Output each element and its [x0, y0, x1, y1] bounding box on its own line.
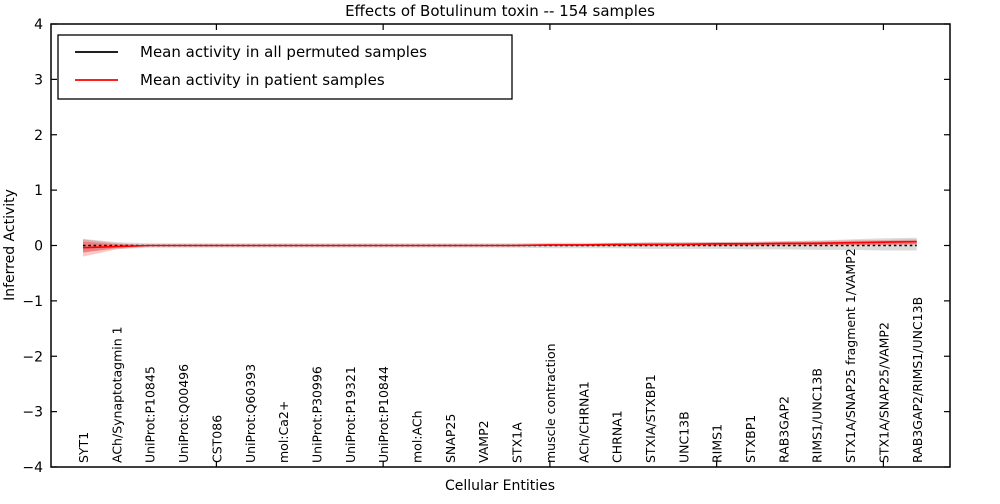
y-tick-label: −1 — [22, 294, 43, 310]
legend-box — [57, 34, 513, 100]
x-tick-label: UniProt:P19321 — [343, 366, 358, 463]
patient-mean-line — [82, 240, 917, 249]
x-tick-label: STX1A/SNAP25/VAMP2 — [876, 322, 891, 463]
legend-label: Mean activity in patient samples — [140, 71, 385, 89]
y-tick-label: 2 — [34, 128, 43, 144]
y-tick-label: 3 — [34, 72, 43, 88]
x-tick-label: mol:ACh — [410, 411, 425, 464]
x-tick-label: SYT1 — [76, 432, 91, 463]
x-tick-label: UniProt:Q60393 — [243, 364, 258, 463]
y-tick-label: 4 — [34, 17, 43, 33]
x-tick-label: STXBP1 — [743, 415, 758, 463]
x-tick-label: STXIA/STXBP1 — [643, 374, 658, 463]
x-tick-label: UniProt:P10844 — [376, 366, 391, 463]
series-lines — [82, 240, 917, 249]
x-tick-label: UniProt:Q00496 — [176, 364, 191, 463]
x-tick-label: UniProt:P30996 — [309, 366, 324, 463]
x-tick-label: UniProt:P10845 — [143, 366, 158, 463]
y-tick-label: −3 — [22, 405, 43, 421]
legend: Mean activity in all permuted samples Mea… — [57, 34, 513, 100]
axes — [50, 23, 951, 468]
x-tick-labels: SYT1 ACh/Synaptotagmin 1 UniProt:P10845 Uni… — [76, 248, 925, 463]
y-tick-label: −4 — [22, 460, 43, 476]
x-tick-label: SNAP25 — [443, 414, 458, 463]
y-tick-labels: −4 −3 −2 −1 0 1 2 3 4 — [22, 17, 43, 476]
chart-title: Effects of Botulinum toxin -- 154 sample… — [345, 2, 655, 20]
x-tick-label: CHRNA1 — [610, 410, 625, 463]
x-tick-label: ACh/CHRNA1 — [576, 381, 591, 463]
x-tick-label: STX1A/SNAP25 fragment 1/VAMP2 — [843, 248, 858, 463]
x-tick-label: ACh/Synaptotagmin 1 — [109, 326, 124, 463]
y-tick-label: −2 — [22, 349, 43, 365]
x-axis-label: Cellular Entities — [445, 478, 555, 494]
x-tick-label: RIMS1 — [710, 424, 725, 463]
y-tick-label: 1 — [34, 183, 43, 199]
x-tick-label: VAMP2 — [476, 420, 491, 463]
legend-label: Mean activity in all permuted samples — [140, 43, 427, 61]
x-tick-label: RAB3GAP2 — [776, 396, 791, 463]
x-tick-label: STX1A — [510, 422, 525, 463]
confidence-bands — [83, 237, 917, 257]
x-tick-label: RAB3GAP2/RIMS1/UNC13B — [910, 297, 925, 463]
x-tick-label: UNC13B — [676, 411, 691, 463]
y-tick-label: 0 — [34, 239, 43, 255]
y-axis-label: Inferred Activity — [2, 189, 18, 301]
x-tick-label: RIMS1/UNC13B — [810, 368, 825, 463]
x-tick-label: CST086 — [209, 415, 224, 463]
x-tick-label: muscle contraction — [543, 343, 558, 463]
x-tick-label: mol:Ca2+ — [276, 401, 291, 463]
